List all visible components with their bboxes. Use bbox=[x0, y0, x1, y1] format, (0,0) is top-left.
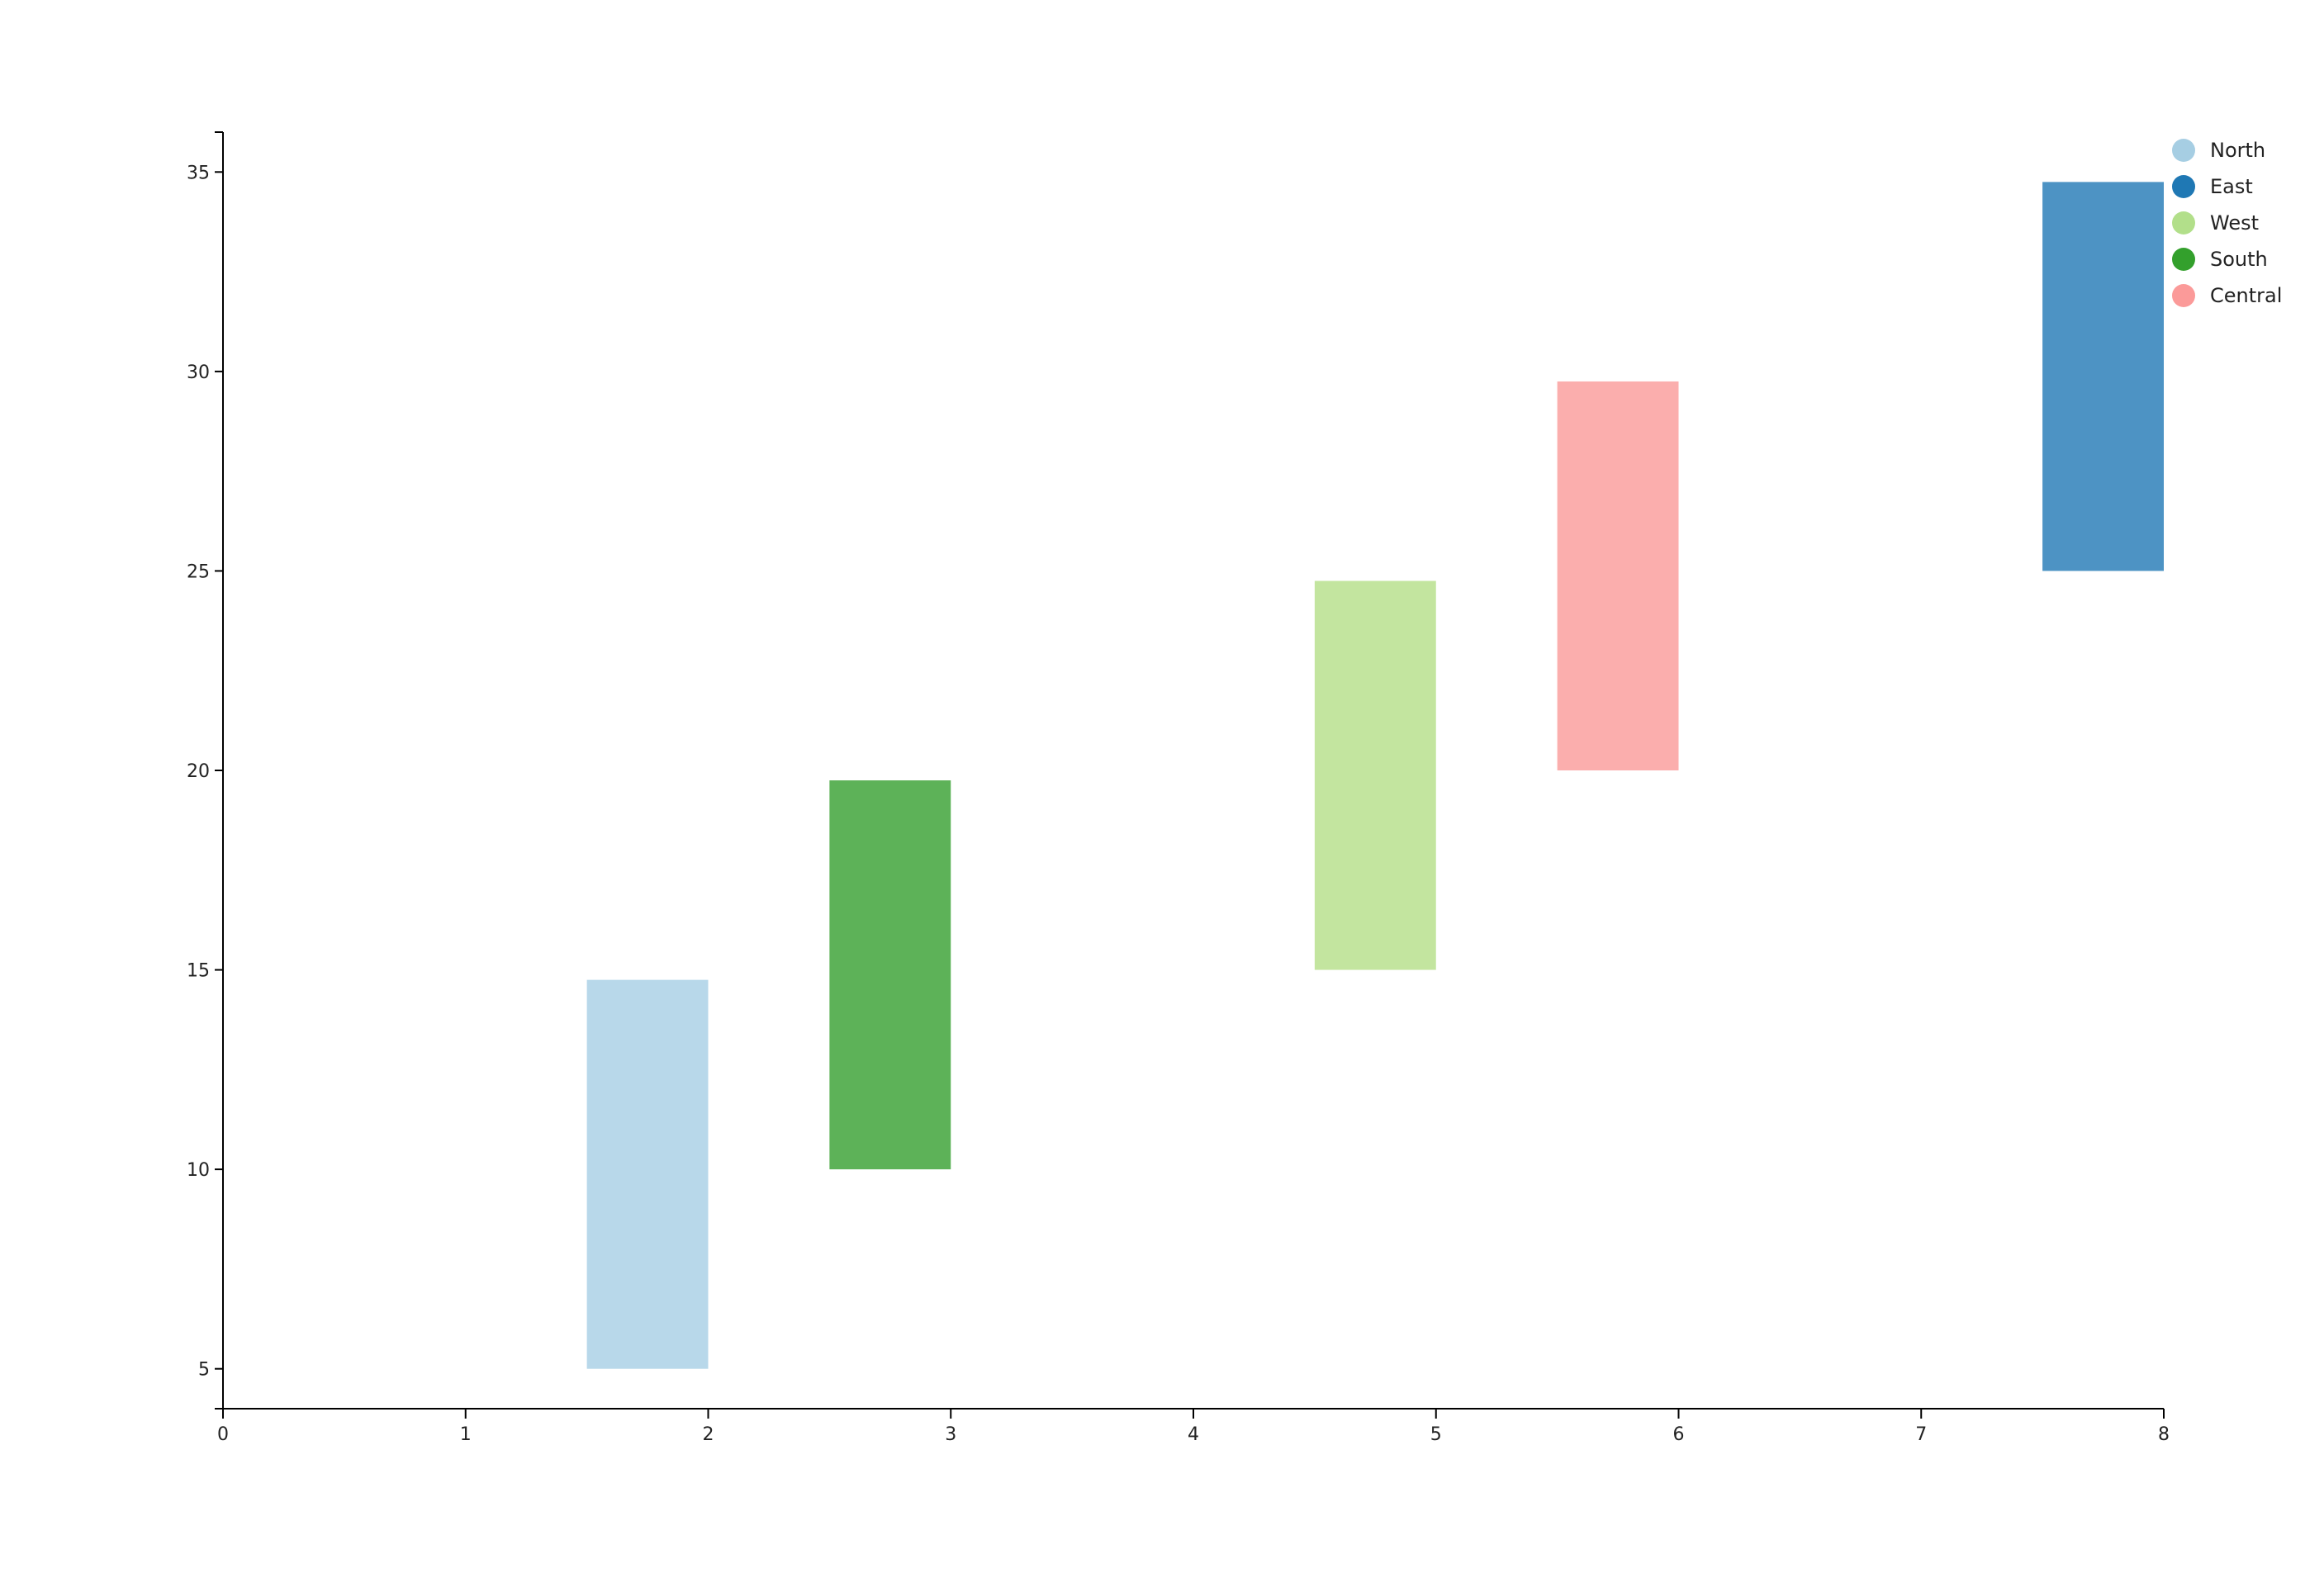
legend-swatch bbox=[2172, 175, 2195, 198]
legend-swatch bbox=[2172, 211, 2195, 235]
y-tick-label: 5 bbox=[198, 1360, 210, 1381]
x-tick-label: 1 bbox=[460, 1424, 472, 1445]
y-tick-label: 35 bbox=[187, 163, 210, 183]
y-tick-label: 10 bbox=[187, 1160, 210, 1181]
x-tick-label: 6 bbox=[1673, 1424, 1685, 1445]
bar-south bbox=[829, 780, 951, 1170]
x-tick-label: 7 bbox=[1915, 1424, 1927, 1445]
bar-east bbox=[2042, 182, 2164, 571]
x-tick-label: 5 bbox=[1430, 1424, 1442, 1445]
axes-group: 5 10 15 20 25 30 35 0 1 2 3 4 5 6 7 8 bbox=[187, 131, 2170, 1445]
legend-label: East bbox=[2210, 175, 2253, 198]
bar-north bbox=[586, 979, 709, 1369]
x-tick-label: 8 bbox=[2158, 1424, 2170, 1445]
legend-item-east: East bbox=[2172, 175, 2253, 198]
legend-label: Central bbox=[2210, 284, 2282, 307]
bars-group bbox=[586, 182, 2164, 1369]
legend-item-south: South bbox=[2172, 248, 2268, 271]
x-tick-label: 3 bbox=[945, 1424, 956, 1445]
legend: North East West South Central bbox=[2172, 139, 2282, 307]
legend-swatch bbox=[2172, 248, 2195, 271]
y-tick-label: 20 bbox=[187, 761, 210, 782]
legend-item-north: North bbox=[2172, 139, 2265, 162]
legend-swatch bbox=[2172, 284, 2195, 307]
legend-item-west: West bbox=[2172, 211, 2259, 235]
legend-label: South bbox=[2210, 248, 2268, 271]
y-tick-label: 15 bbox=[187, 961, 210, 982]
legend-swatch bbox=[2172, 139, 2195, 162]
x-tick-label: 4 bbox=[1188, 1424, 1199, 1445]
y-tick-label: 30 bbox=[187, 362, 210, 383]
legend-item-central: Central bbox=[2172, 284, 2282, 307]
bar-central bbox=[1557, 381, 1679, 770]
y-tick-label: 25 bbox=[187, 561, 210, 582]
bar-west bbox=[1314, 580, 1436, 970]
x-tick-label: 2 bbox=[703, 1424, 714, 1445]
x-tick-label: 0 bbox=[217, 1424, 229, 1445]
legend-label: West bbox=[2210, 211, 2259, 235]
legend-label: North bbox=[2210, 139, 2265, 162]
